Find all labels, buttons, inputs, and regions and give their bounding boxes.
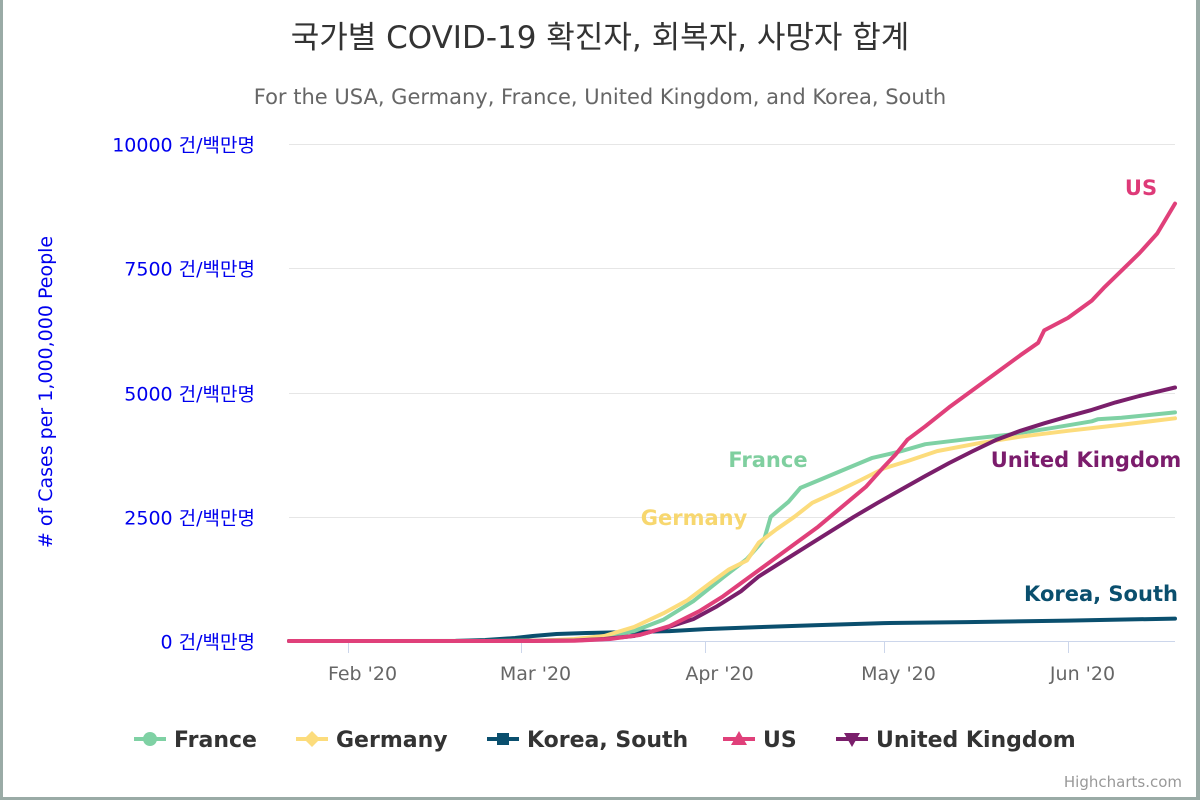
series-layer: [287, 201, 1177, 643]
legend-label: Korea, South: [527, 728, 688, 753]
y-axis-ticks: 0 건/백만명 2500 건/백만명 5000 건/백만명 7500 건/백만명 100…: [112, 135, 255, 654]
legend-label: Germany: [336, 728, 448, 753]
legend-marker: [143, 732, 157, 746]
legend-item[interactable]: Korea, South: [487, 728, 688, 753]
y-tick-label: 2500 건/백만명: [124, 508, 255, 530]
legend-marker: [304, 731, 320, 747]
x-tick-label: May '20: [861, 663, 936, 685]
legend-item[interactable]: US: [723, 728, 797, 753]
x-tick-label: Jun '20: [1049, 663, 1115, 685]
x-tick-label: Apr '20: [685, 663, 753, 685]
series-label: US: [1125, 176, 1157, 200]
legend-marker: [731, 731, 747, 745]
series-label: United Kingdom: [991, 448, 1182, 472]
y-tick-label: 10000 건/백만명: [112, 135, 255, 157]
y-tick-label: 0 건/백만명: [161, 632, 255, 654]
y-tick-label: 5000 건/백만명: [124, 384, 255, 406]
series-line-france[interactable]: [287, 410, 1177, 643]
chart-frame: 국가별 COVID-19 확진자, 회복자, 사망자 합계 For the US…: [3, 0, 1196, 797]
legend-label: France: [174, 728, 257, 753]
series-labels: France Germany Korea, South US United Kingdo…: [641, 176, 1182, 606]
legend-label: US: [763, 728, 797, 753]
series-line-korea-south[interactable]: [287, 616, 1177, 643]
series-label: Korea, South: [1024, 582, 1178, 606]
legend: France Germany Korea, South US United Kingdo…: [134, 728, 1076, 753]
credits-link[interactable]: Highcharts.com: [1063, 773, 1182, 791]
series-label: France: [728, 448, 807, 472]
legend-marker: [497, 733, 509, 745]
legend-item[interactable]: United Kingdom: [836, 728, 1076, 753]
y-tick-label: 7500 건/백만명: [124, 259, 255, 281]
legend-label: United Kingdom: [876, 728, 1076, 753]
series-line-us[interactable]: [287, 201, 1177, 643]
legend-item[interactable]: France: [134, 728, 257, 753]
chart-svg: 국가별 COVID-19 확진자, 회복자, 사망자 합계 For the US…: [35, 20, 1182, 753]
series-label: Germany: [641, 506, 748, 530]
y-axis-title: # of Cases per 1,000,000 People: [35, 236, 57, 548]
x-axis-ticks: Feb '20 Mar '20 Apr '20 May '20 Jun '20: [289, 641, 1175, 685]
chart-title: 국가별 COVID-19 확진자, 회복자, 사망자 합계: [291, 20, 910, 56]
legend-marker: [844, 733, 860, 747]
series-line-germany[interactable]: [287, 416, 1177, 643]
legend-item[interactable]: Germany: [296, 728, 448, 753]
x-tick-label: Mar '20: [500, 663, 571, 685]
chart-subtitle: For the USA, Germany, France, United Kin…: [254, 85, 947, 109]
x-tick-label: Feb '20: [328, 663, 397, 685]
